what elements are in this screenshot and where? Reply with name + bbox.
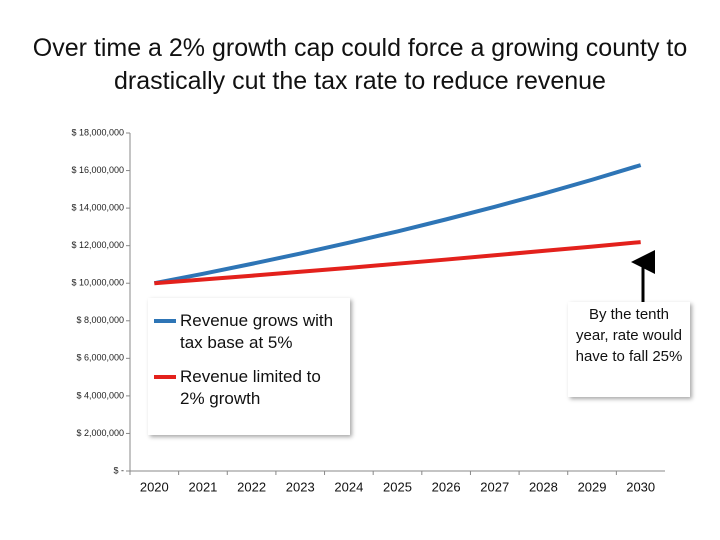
x-tick-label: 2025 — [383, 479, 412, 494]
legend-swatch — [154, 375, 176, 379]
x-tick-label: 2021 — [188, 479, 217, 494]
y-tick-label: $ 14,000,000 — [71, 202, 124, 212]
legend-label: Revenue grows with tax base at 5% — [180, 311, 334, 352]
series-line — [154, 240, 641, 286]
y-tick-label: $ 16,000,000 — [71, 165, 124, 175]
y-tick-label: $ - — [113, 465, 124, 475]
y-tick-label: $ 18,000,000 — [71, 127, 124, 137]
chart-title: Over time a 2% growth cap could force a … — [32, 34, 688, 95]
y-tick-label: $ 6,000,000 — [76, 353, 124, 363]
x-tick-label: 2027 — [480, 479, 509, 494]
legend-entry: Revenue limited to 2% growth — [154, 366, 344, 410]
y-tick-label: $ 4,000,000 — [76, 390, 124, 400]
x-tick-label: 2026 — [432, 479, 461, 494]
annotation: By the tenth year, rate would have to fa… — [568, 302, 690, 397]
legend-label: Revenue limited to 2% growth — [180, 367, 321, 408]
legend-entry: Revenue grows with tax base at 5% — [154, 310, 344, 354]
x-tick-label: 2024 — [334, 479, 363, 494]
legend-swatch — [154, 319, 176, 323]
series-line — [153, 163, 642, 286]
x-tick-label: 2028 — [529, 479, 558, 494]
x-tick-label: 2029 — [578, 479, 607, 494]
x-tick-label: 2022 — [237, 479, 266, 494]
x-tick-label: 2023 — [286, 479, 315, 494]
y-tick-label: $ 12,000,000 — [71, 240, 124, 250]
y-tick-label: $ 2,000,000 — [76, 428, 124, 438]
y-tick-label: $ 8,000,000 — [76, 315, 124, 325]
y-tick-label: $ 10,000,000 — [71, 278, 124, 288]
x-tick-label: 2020 — [140, 479, 169, 494]
legend: Revenue grows with tax base at 5% Revenue… — [148, 298, 350, 435]
x-tick-label: 2030 — [626, 479, 655, 494]
